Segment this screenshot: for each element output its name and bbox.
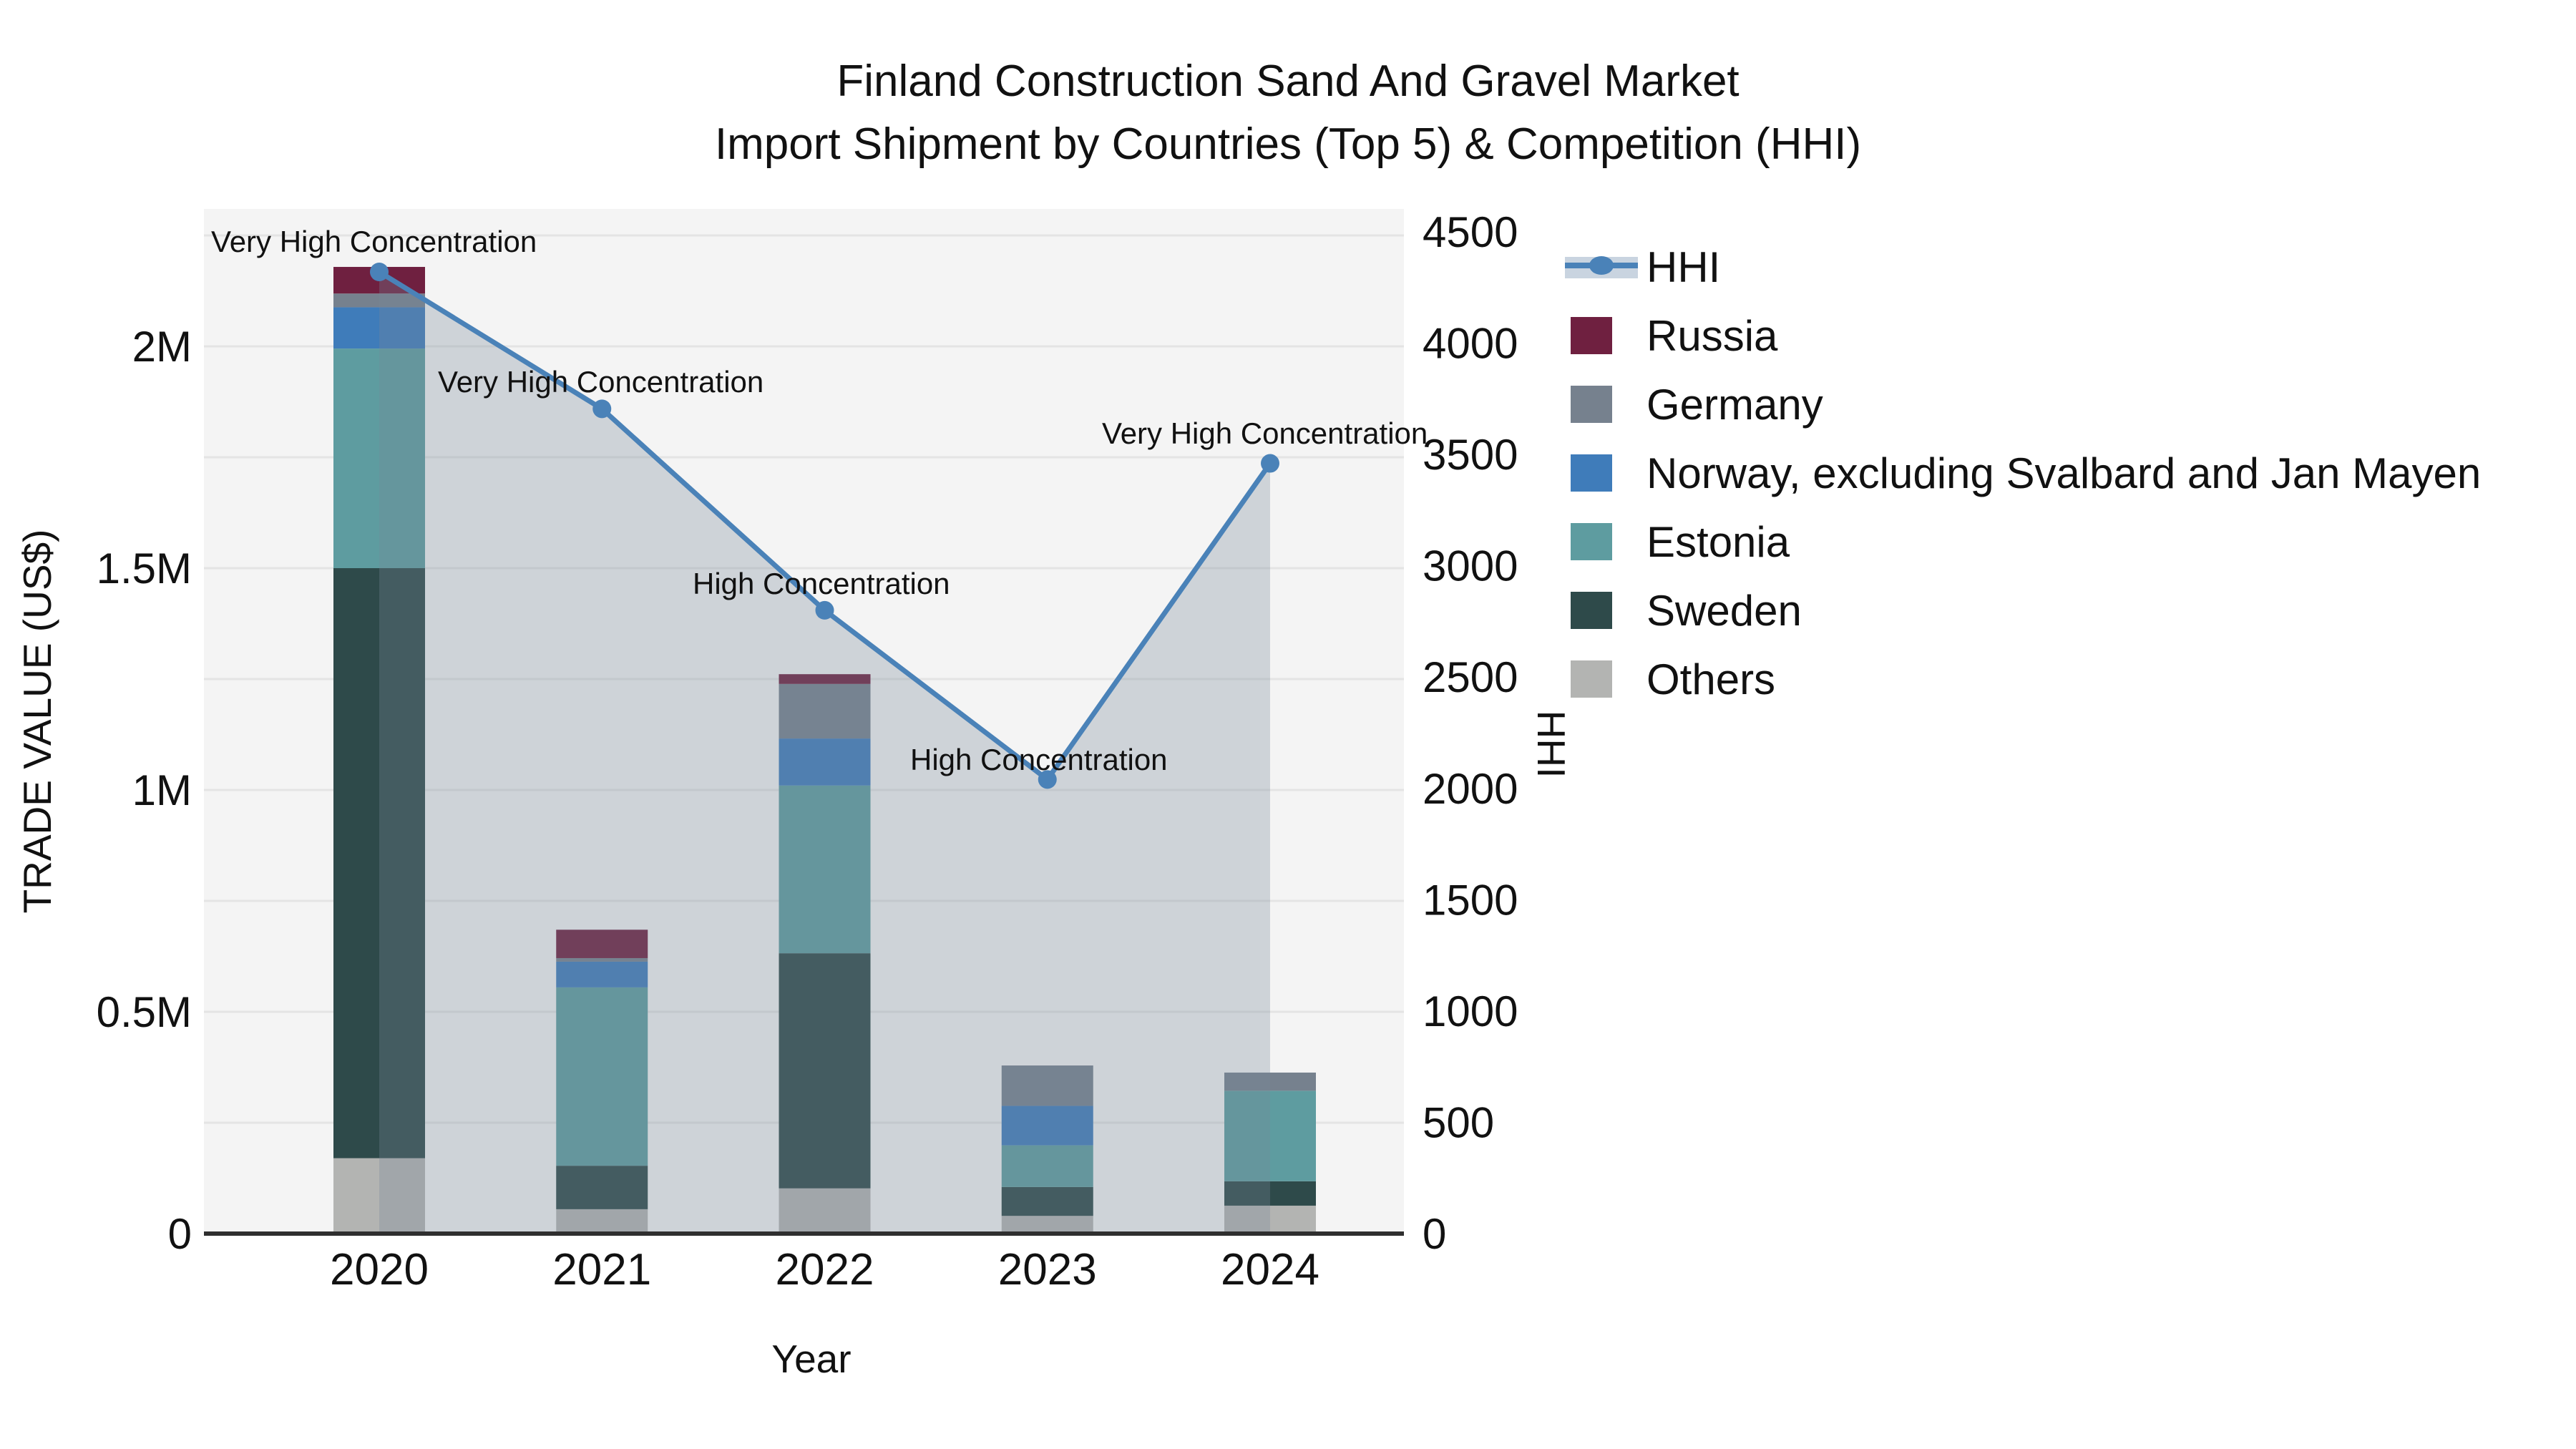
x-tick-2024: 2024 (1221, 1245, 1319, 1294)
right-tick-1500: 1500 (1423, 876, 1518, 924)
hhi-point-2024 (1261, 454, 1279, 473)
bar-segment-estonia-2023 (1001, 1145, 1093, 1187)
legend-item-russia: Russia (1563, 301, 2481, 370)
y-axis-label-left: TRADE VALUE (US$) (15, 529, 59, 914)
right-tick-0: 0 (1423, 1210, 1446, 1258)
chart-title-line2: Import Shipment by Countries (Top 5) & C… (714, 119, 1862, 169)
hhi-point-2021 (592, 399, 612, 419)
bar-segment-others-2022 (779, 1188, 871, 1234)
bar-segment-germany-2023 (1001, 1065, 1093, 1106)
legend-item-norway-excluding-svalbard-and-jan-mayen: Norway, excluding Svalbard and Jan Mayen (1563, 439, 2481, 507)
bar-segment-norway-excluding-svalbard-and-jan-mayen-2021 (556, 961, 648, 987)
chart-title: Finland Construction Sand And Gravel Mar… (0, 50, 2576, 176)
annotation-2: High Concentration (693, 567, 950, 600)
bar-segment-norway-excluding-svalbard-and-jan-mayen-2023 (1001, 1106, 1093, 1146)
right-tick-4000: 4000 (1423, 320, 1518, 368)
legend-swatch-russia (1571, 317, 1612, 354)
bar-segment-estonia-2022 (779, 785, 871, 954)
legend-label-estonia: Estonia (1646, 517, 1790, 566)
bar-segment-norway-excluding-svalbard-and-jan-mayen-2020 (333, 307, 425, 349)
chart-title-line1: Finland Construction Sand And Gravel Mar… (836, 57, 1740, 106)
hhi-point-2023 (1038, 770, 1057, 789)
x-tick-2021: 2021 (552, 1245, 651, 1294)
legend-swatch-others (1571, 660, 1612, 698)
legend-item-sweden: Sweden (1563, 576, 2481, 645)
bar-segment-russia-2022 (779, 674, 871, 684)
bar-segment-sweden-2020 (333, 568, 425, 1158)
left-tick-0: 0 (168, 1210, 192, 1258)
bar-segment-germany-2020 (333, 293, 425, 308)
left-tick-0.5M: 0.5M (97, 988, 192, 1036)
left-tick-1M: 1M (132, 766, 192, 814)
right-tick-2500: 2500 (1423, 653, 1518, 701)
legend-item-estonia: Estonia (1563, 507, 2481, 576)
bar-segment-estonia-2021 (556, 987, 648, 1166)
legend-item-germany: Germany (1563, 370, 2481, 439)
bar-segment-norway-excluding-svalbard-and-jan-mayen-2022 (779, 738, 871, 786)
legend-label-russia: Russia (1646, 311, 1778, 360)
x-tick-2020: 2020 (330, 1245, 429, 1294)
swatch-icon (1563, 317, 1644, 354)
hhi-point-2022 (815, 600, 834, 620)
right-tick-4500: 4500 (1423, 208, 1518, 256)
swatch-icon (1563, 386, 1644, 423)
right-tick-3500: 3500 (1423, 431, 1518, 479)
bar-segment-sweden-2024 (1224, 1181, 1316, 1206)
x-tick-2023: 2023 (998, 1245, 1097, 1294)
swatch-icon (1563, 592, 1644, 629)
right-tick-3000: 3000 (1423, 542, 1518, 590)
bar-segment-estonia-2024 (1224, 1091, 1316, 1181)
swatch-icon (1563, 660, 1644, 698)
bar-segment-germany-2021 (556, 957, 648, 962)
legend-label-norway-excluding-svalbard-and-jan-mayen: Norway, excluding Svalbard and Jan Mayen (1646, 449, 2482, 497)
bar-segment-others-2023 (1001, 1216, 1093, 1234)
legend-swatch-germany (1571, 386, 1612, 423)
swatch-icon (1563, 523, 1644, 560)
annotation-3: High Concentration (910, 743, 1168, 776)
annotation-1: Very High Concentration (438, 365, 763, 399)
swatch-icon (1563, 454, 1644, 492)
bar-segment-sweden-2023 (1001, 1186, 1093, 1216)
bar-segment-others-2021 (556, 1209, 648, 1234)
legend-swatch-norway-excluding-svalbard-and-jan-mayen (1571, 454, 1612, 492)
bar-segment-sweden-2021 (556, 1166, 648, 1209)
legend-label-sweden: Sweden (1646, 586, 1802, 635)
right-tick-1000: 1000 (1423, 987, 1518, 1035)
legend-item-others: Others (1563, 645, 2481, 713)
legend-label-others: Others (1646, 655, 1776, 703)
x-tick-2022: 2022 (776, 1245, 874, 1294)
left-tick-2M: 2M (132, 323, 192, 371)
legend-swatch-sweden (1571, 592, 1612, 629)
legend-item-hhi: HHI (1563, 233, 2481, 301)
annotation-0: Very High Concentration (211, 225, 537, 258)
right-tick-500: 500 (1423, 1098, 1494, 1146)
bar-segment-others-2020 (333, 1158, 425, 1234)
bar-segment-russia-2021 (556, 930, 648, 958)
right-tick-2000: 2000 (1423, 765, 1518, 813)
hhi-area (379, 272, 1270, 1234)
bar-segment-others-2024 (1224, 1205, 1316, 1234)
left-tick-1.5M: 1.5M (97, 545, 192, 592)
x-axis-label: Year (771, 1337, 852, 1381)
bar-segment-sweden-2022 (779, 953, 871, 1189)
hhi-point-2020 (370, 263, 389, 281)
bar-segment-germany-2022 (779, 683, 871, 739)
y-axis-label-right: HHI (1529, 710, 1574, 779)
hhi-line-icon (1563, 245, 1644, 288)
legend-label-germany: Germany (1646, 380, 1823, 429)
bar-segment-germany-2024 (1224, 1072, 1316, 1091)
bar-segment-estonia-2020 (333, 348, 425, 568)
legend-swatch-estonia (1571, 523, 1612, 560)
legend: HHI Russia Germany Norway, excluding Svalba… (1563, 233, 2481, 713)
annotation-4: Very High Concentration (1102, 416, 1428, 450)
legend-label-hhi: HHI (1646, 243, 1721, 291)
